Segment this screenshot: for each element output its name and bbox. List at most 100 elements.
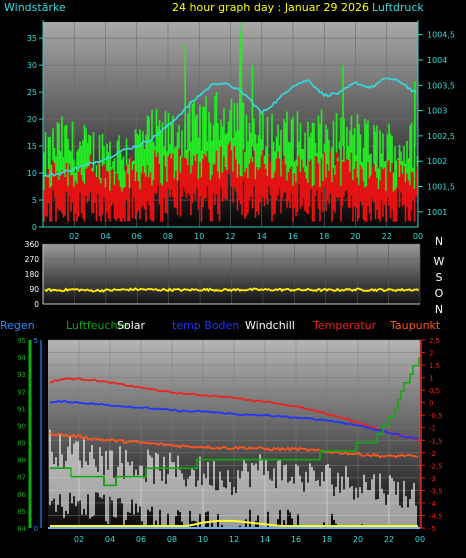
time-tick-label: 16 <box>288 232 298 241</box>
pressure-tick-label: 1003,5 <box>427 81 455 90</box>
rain-tick-label: 5 <box>34 337 38 345</box>
temperature-time-tick-label: 14 <box>260 535 270 544</box>
humidity-tick-label: 85 <box>17 508 26 516</box>
temperature-time-tick-label: 22 <box>384 535 394 544</box>
series-line-taupunkt <box>49 432 419 459</box>
temperature-tick-label: -3 <box>429 475 436 483</box>
temperature-time-tick-label: 06 <box>136 535 146 544</box>
humidity-tick-label: 90 <box>17 422 26 430</box>
temperature-tick-label: -4,5 <box>429 512 443 520</box>
time-tick-label: 02 <box>69 232 79 241</box>
wind-pressure-panel: 0510152025303510011001,510021002,5100310… <box>4 1 455 241</box>
direction-tick-label: 360 <box>25 240 40 249</box>
temperature-tick-label: -2,5 <box>429 462 443 470</box>
chart-title: 24 hour graph day : Januar 29 2026 <box>172 1 369 14</box>
solar-line <box>50 519 418 527</box>
legend-entry: Luftfeuchte <box>66 319 129 332</box>
temperature-tick-label: -3,5 <box>429 487 443 495</box>
temperature-time-tick-label: 18 <box>322 535 332 544</box>
pressure-axis-label: Luftdruck <box>372 1 424 14</box>
humidity-tick-label: 93 <box>17 371 26 379</box>
humidity-tick-label: 92 <box>17 388 26 396</box>
wind-tick-label: 25 <box>27 88 37 97</box>
humidity-tick-label: 84 <box>17 525 26 533</box>
compass-label: S <box>436 271 443 284</box>
compass-label: N <box>435 235 443 248</box>
humidity-tick-label: 94 <box>17 354 26 362</box>
temperature-time-tick-label: 12 <box>229 535 239 544</box>
humidity-tick-label: 86 <box>17 491 26 499</box>
legend-entry: temp Boden <box>172 319 239 332</box>
pressure-tick-label: 1002,5 <box>427 132 455 141</box>
humidity-tick-label: 88 <box>17 457 26 465</box>
temperature-tick-label: 2,5 <box>429 337 440 345</box>
wind-tick-label: 10 <box>27 169 37 178</box>
wind-tick-label: 35 <box>27 34 37 43</box>
temperature-time-tick-label: 08 <box>167 535 177 544</box>
direction-tick-label: 180 <box>25 270 40 279</box>
temperature-axes: 84 85 86 87 88 89 90 91 92 93 94 95 0 5 -5 -4,5 -4 -3,5 -3… <box>17 337 443 544</box>
time-tick-label: 04 <box>100 232 110 241</box>
pressure-line <box>43 77 417 178</box>
compass-label: O <box>435 287 444 300</box>
direction-tick-label: 90 <box>29 285 39 294</box>
temperature-tick-label: -5 <box>429 525 436 533</box>
temperature-tick-label: 1 <box>429 375 433 383</box>
temperature-tick-label: 1,5 <box>429 362 440 370</box>
temperature-tick-label: -4 <box>429 500 437 508</box>
humidity-tick-label: 87 <box>17 474 26 482</box>
wind-pressure-axes: 0510152025303510011001,510021002,5100310… <box>27 20 455 241</box>
compass-label: N <box>435 303 443 316</box>
wind-tick-label: 5 <box>32 196 37 205</box>
time-tick-label: 00 <box>413 232 423 241</box>
temperature-series <box>48 357 420 529</box>
legend-entry: Solar <box>117 319 146 332</box>
wind-tick-label: 20 <box>27 115 37 124</box>
temperature-time-tick-label: 02 <box>74 535 84 544</box>
wind-axis-label: Windstärke <box>4 1 66 14</box>
pressure-tick-label: 1001 <box>427 208 447 217</box>
legend-entry: Windchill <box>245 319 295 332</box>
temperature-time-tick-label: 10 <box>198 535 208 544</box>
pressure-tick-label: 1003 <box>427 107 447 116</box>
pressure-tick-label: 1004,5 <box>427 31 455 40</box>
time-tick-label: 10 <box>194 232 204 241</box>
direction-tick-label: 0 <box>34 300 39 309</box>
temperature-tick-label: -1,5 <box>429 437 443 445</box>
humidity-tick-label: 91 <box>17 405 26 413</box>
direction-tick-label: 270 <box>25 255 40 264</box>
time-tick-label: 14 <box>257 232 267 241</box>
legend-entry: Temperatur <box>312 319 377 332</box>
wind-tick-label: 30 <box>27 61 37 70</box>
wind-pressure-series <box>43 22 419 222</box>
time-tick-label: 22 <box>382 232 392 241</box>
wind-tick-label: 0 <box>32 223 37 232</box>
pressure-tick-label: 1001,5 <box>427 183 455 192</box>
legend-entry: Regen <box>0 319 35 332</box>
time-tick-label: 12 <box>225 232 235 241</box>
temperature-time-tick-label: 00 <box>415 535 425 544</box>
temperature-time-tick-label: 20 <box>353 535 363 544</box>
time-tick-label: 20 <box>350 232 360 241</box>
series-line-temp-boden <box>49 399 419 440</box>
temperature-time-tick-label: 16 <box>291 535 301 544</box>
compass-label: W <box>434 255 445 268</box>
pressure-tick-label: 1004 <box>427 56 447 65</box>
wind-direction-line <box>44 287 420 293</box>
temperature-tick-label: 0 <box>429 400 433 408</box>
temperature-tick-label: -2 <box>429 450 436 458</box>
time-tick-label: 06 <box>132 232 142 241</box>
pressure-tick-label: 1002 <box>427 157 447 166</box>
temperature-time-tick-label: 04 <box>105 535 115 544</box>
humidity-tick-label: 89 <box>17 440 26 448</box>
humidity-line <box>50 357 420 487</box>
series-line-temperatur <box>50 377 419 442</box>
legend-entry: Taupunkt <box>389 319 441 332</box>
temperature-tick-label: -0,5 <box>429 412 443 420</box>
